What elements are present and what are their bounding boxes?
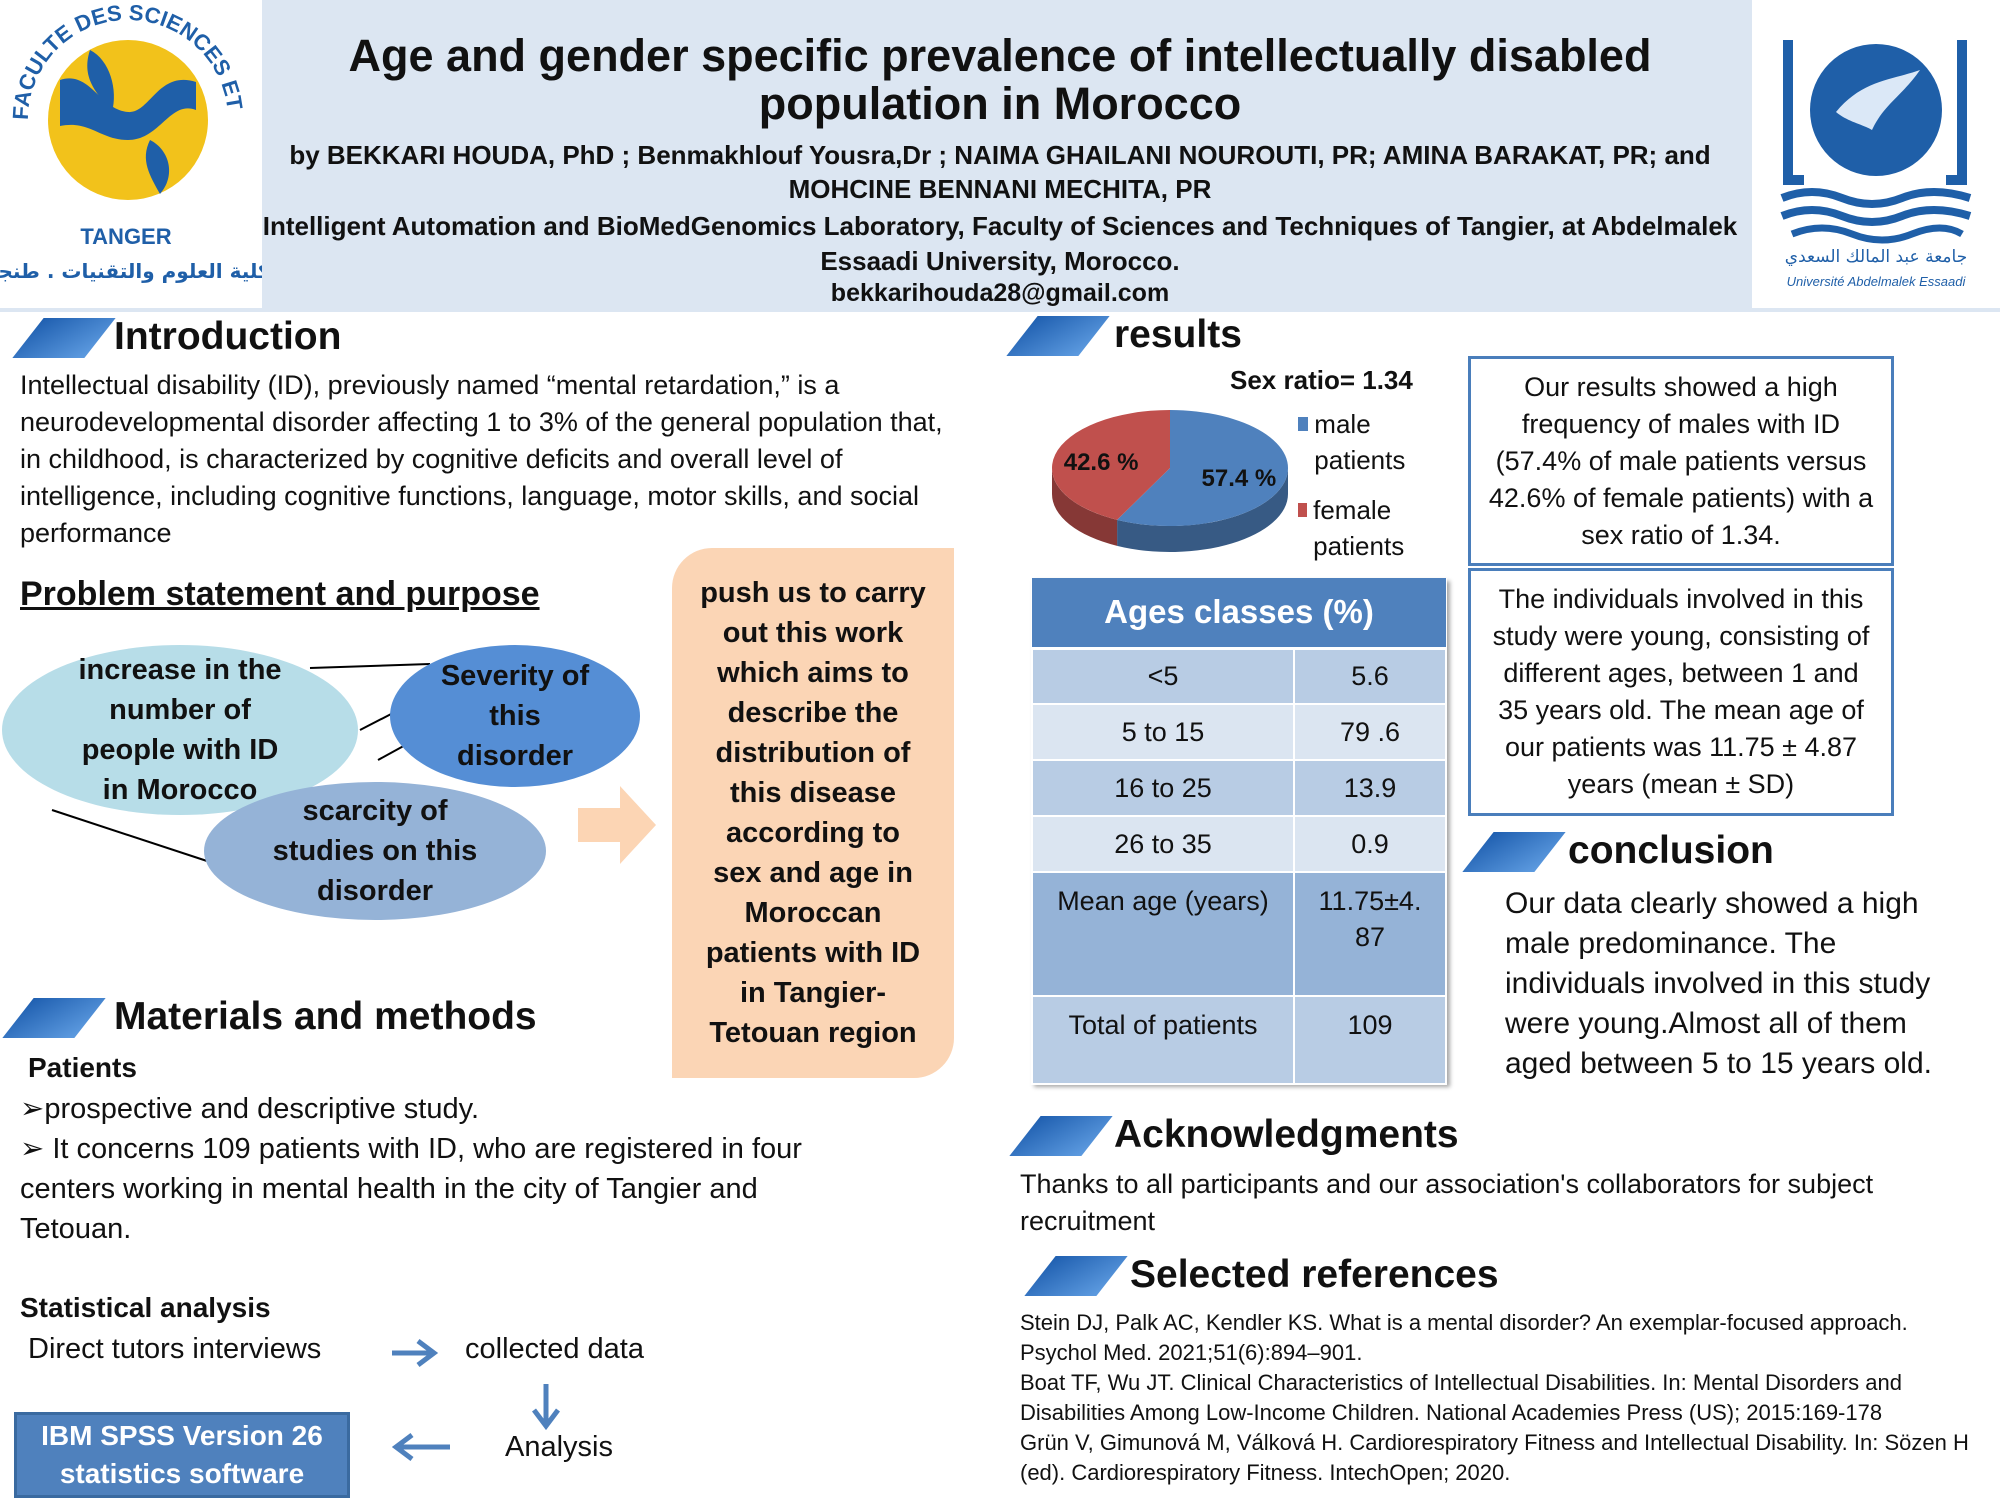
age-class-label: Total of patients — [1031, 995, 1295, 1085]
pie-slice-side — [1052, 468, 1118, 546]
methods-bullet-1-text: prospective and descriptive study. — [44, 1093, 480, 1125]
legend-label-female: female patients — [1313, 495, 1405, 561]
methods-heading: Materials and methods — [114, 995, 537, 1038]
logo-city: TANGER — [80, 224, 171, 249]
reference-item: Grün V, Gimunová M, Válková H. Cardiores… — [1020, 1430, 1969, 1485]
flow-arrow-right-icon — [392, 1339, 439, 1367]
conclusion-text: Our data clearly showed a high male pred… — [1505, 887, 1932, 1080]
bullet-arrow-icon: ➢ — [20, 1133, 45, 1165]
legend-item-female: female patients — [1298, 492, 1428, 564]
pie-slice-side — [1117, 468, 1288, 552]
spss-box: IBM SPSS Version 26 statistics software — [14, 1412, 350, 1498]
ages-table-row: 26 to 35 0.9 — [1031, 815, 1447, 873]
age-class-label: 16 to 25 — [1031, 759, 1295, 817]
ages-table-row: 5 to 15 79 .6 — [1031, 703, 1447, 761]
conclusion-heading: conclusion — [1568, 829, 1774, 872]
pie-legend: male patients female patients — [1298, 406, 1428, 564]
results-ages-text: The individuals involved in this study w… — [1492, 584, 1870, 799]
acknowledgments-heading: Acknowledgments — [1114, 1113, 1459, 1156]
poster-authors: by BEKKARI HOUDA, PhD ; Benmakhlouf Yous… — [289, 140, 1711, 204]
bullet-arrow-icon: ➢ — [20, 1093, 45, 1125]
chart-title: Sex ratio= 1.34 — [1230, 365, 1413, 395]
faculty-logo: FACULTE DES SCIENCES ET TECHNIQUES TANGE… — [0, 0, 270, 308]
section-marker-icon — [2, 998, 106, 1038]
bubble-scarcity-text: scarcity of studies on this disorder — [272, 795, 478, 907]
age-class-label: <5 — [1031, 647, 1295, 705]
legend-item-male: male patients — [1298, 406, 1428, 478]
section-marker-icon — [1462, 832, 1566, 872]
flow-collected: collected data — [465, 1333, 644, 1365]
flow-arrow-left-icon — [392, 1433, 450, 1461]
acknowledgments-text: Thanks to all participants and our assoc… — [1020, 1169, 1874, 1236]
methods-bullet-1: ➢prospective and descriptive study. — [20, 1089, 860, 1129]
results-heading: results — [1114, 313, 1242, 356]
age-class-value: 79 .6 — [1293, 703, 1447, 761]
purpose-box: push us to carry out this work which aim… — [672, 548, 954, 1078]
logo-arabic: كلية العلوم والتقنيات . طنجة — [0, 259, 262, 283]
pie-slice-label: 42.6 % — [1064, 449, 1139, 476]
reference-item: Boat TF, Wu JT. Clinical Characteristics… — [1020, 1370, 1902, 1425]
results-summary: Our results showed a high frequency of m… — [1488, 371, 1874, 550]
ages-table-header-row: Ages classes (%) — [1032, 578, 1446, 650]
poster-affiliation: Intelligent Automation and BioMedGenomic… — [262, 211, 1738, 276]
results-ages-box: The individuals involved in this study w… — [1468, 568, 1894, 816]
methods-bullet-2: ➢ It concerns 109 patients with ID, who … — [20, 1129, 860, 1249]
university-name: Université Abdelmalek Essaadi — [1787, 274, 1967, 289]
pie-slice — [1052, 410, 1170, 520]
references-heading: Selected references — [1130, 1253, 1499, 1296]
flow-arrow-down-icon — [532, 1384, 560, 1431]
methods-bullet-2-text: It concerns 109 patients with ID, who ar… — [20, 1133, 802, 1245]
problem-heading: Problem statement and purpose — [20, 575, 540, 613]
right-arrow-icon — [578, 786, 656, 864]
age-class-value: 109 — [1293, 995, 1447, 1085]
age-class-label: 5 to 15 — [1031, 703, 1295, 761]
flow-analysis: Analysis — [505, 1431, 613, 1463]
pie-slice — [1117, 410, 1288, 526]
introduction-text: Intellectual disability (ID), previously… — [20, 370, 943, 548]
university-arabic: جامعة عبد المالك السعدي — [1785, 247, 1967, 267]
poster-title: Age and gender specific prevalence of in… — [348, 30, 1652, 129]
ages-table-header: Ages classes (%) — [1032, 578, 1446, 650]
legend-label-male: male patients — [1314, 409, 1406, 475]
bubble-scarcity: scarcity of studies on this disorder — [204, 782, 546, 920]
sex-pie-chart: 57.4 % 42.6 % — [1052, 410, 1288, 552]
results-summary-box: Our results showed a high frequency of m… — [1468, 356, 1894, 566]
reference-item: Stein DJ, Palk AC, Kendler KS. What is a… — [1020, 1310, 1908, 1365]
statistical-label: Statistical analysis — [20, 1292, 271, 1323]
ages-table-row: Total of patients 109 — [1031, 995, 1447, 1085]
age-class-value: 13.9 — [1293, 759, 1447, 817]
bubble-severity: Severity of this disorder — [390, 645, 640, 787]
age-class-label: Mean age (years) — [1031, 871, 1295, 997]
references-list: Stein DJ, Palk AC, Kendler KS. What is a… — [1020, 1308, 1990, 1488]
purpose-text: push us to carry out this work which aim… — [700, 577, 926, 1049]
ages-table: Ages classes (%) <5 5.6 5 to 15 79 .6 16 to … — [1031, 578, 1447, 1085]
ages-table-row: Mean age (years) 11.75±4. 87 — [1031, 871, 1447, 997]
section-marker-icon — [1024, 1256, 1128, 1296]
section-marker-icon — [12, 318, 116, 358]
age-class-value: 5.6 — [1293, 647, 1447, 705]
patients-label: Patients — [28, 1052, 137, 1083]
pie-slice-label: 57.4 % — [1202, 465, 1277, 492]
age-class-value: 0.9 — [1293, 815, 1447, 873]
section-marker-icon — [1006, 316, 1110, 356]
legend-swatch-female — [1298, 503, 1308, 517]
introduction-heading: Introduction — [114, 315, 342, 358]
section-marker-icon — [1009, 1116, 1113, 1156]
bubble-severity-text: Severity of this disorder — [440, 660, 590, 772]
age-class-label: 26 to 35 — [1031, 815, 1295, 873]
ages-table-row: 16 to 25 13.9 — [1031, 759, 1447, 817]
legend-swatch-male — [1298, 417, 1309, 431]
university-logo: جامعة عبد المالك السعدي Université Abdel… — [1752, 0, 2000, 308]
poster-email: bekkarihouda28@gmail.com — [830, 279, 1170, 307]
spss-text: IBM SPSS Version 26 statistics software — [41, 1420, 323, 1489]
age-class-value: 11.75±4. 87 — [1293, 871, 1447, 997]
bubble-increase-text: increase in the number of people with ID… — [78, 654, 282, 806]
header-band — [0, 0, 2000, 312]
bubble-increase: increase in the number of people with ID… — [2, 645, 358, 815]
ages-table-wrap: Ages classes (%) <5 5.6 5 to 15 79 .6 16 to … — [1031, 578, 1447, 1085]
flow-interviews: Direct tutors interviews — [28, 1333, 322, 1365]
ages-table-row: <5 5.6 — [1031, 647, 1447, 705]
